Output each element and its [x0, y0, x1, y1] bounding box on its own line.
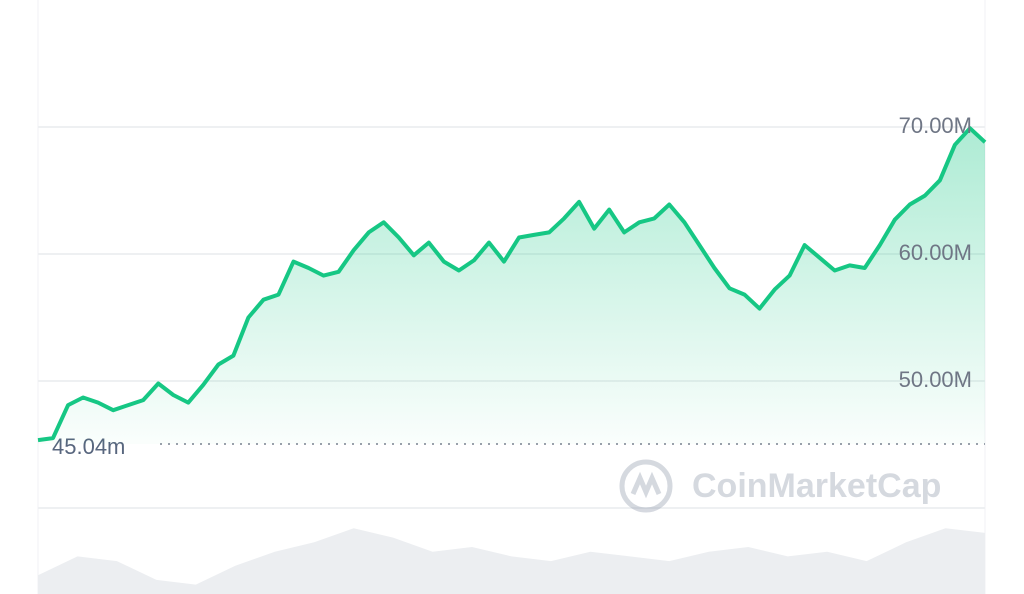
price-line: [37, 126, 987, 443]
volume-area: [38, 528, 985, 594]
watermark-text: CoinMarketCap: [692, 467, 941, 505]
area-fill: [38, 128, 985, 444]
y-tick-label: 60.00M: [899, 240, 972, 265]
y-tick-label: 70.00M: [899, 113, 972, 138]
y-tick-label: 50.00M: [899, 367, 972, 392]
watermark: CoinMarketCap: [619, 459, 941, 513]
